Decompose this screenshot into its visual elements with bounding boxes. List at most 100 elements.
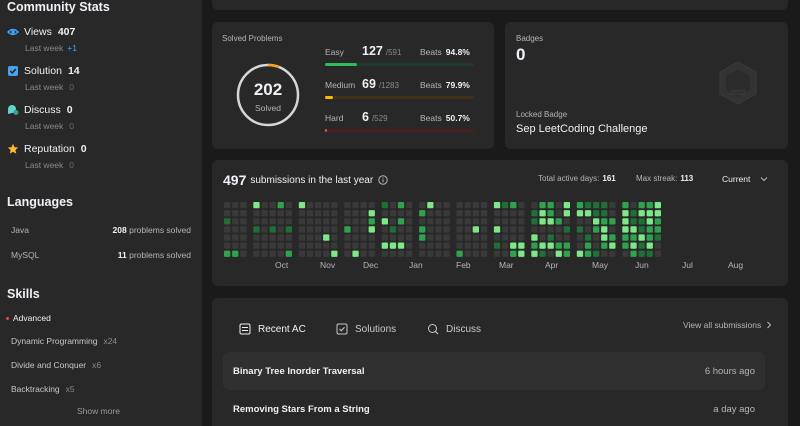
heatmap-cell[interactable] [427,202,434,209]
heatmap-cell[interactable] [464,234,471,241]
heatmap-cell[interactable] [240,226,247,233]
heatmap-cell[interactable] [232,210,239,217]
heatmap-cell[interactable] [531,250,538,257]
heatmap-cell[interactable] [389,234,397,241]
heatmap-cell[interactable] [419,218,426,225]
heatmap-cell[interactable] [539,250,546,257]
heatmap-cell[interactable] [593,210,600,217]
heatmap-cell[interactable] [584,210,592,217]
heatmap-cell[interactable] [389,242,397,249]
heatmap-cell[interactable] [547,210,554,217]
heatmap-cell[interactable] [646,242,653,249]
heatmap-cell[interactable] [502,226,509,233]
heatmap-cell[interactable] [368,234,375,241]
heatmap-cell[interactable] [277,202,284,209]
heatmap-cell[interactable] [277,218,284,225]
heatmap-cell[interactable] [601,226,608,233]
heatmap-cell[interactable] [352,210,359,217]
heatmap-cell[interactable] [323,234,330,241]
heatmap-cell[interactable] [323,218,330,225]
heatmap-cell[interactable] [427,210,434,217]
heatmap-cell[interactable] [277,242,284,249]
heatmap-cell[interactable] [638,210,645,217]
skill-item[interactable]: Divide and Conquer x6 [11,360,102,370]
heatmap-cell[interactable] [419,226,426,233]
heatmap-cell[interactable] [456,250,463,257]
heatmap-cell[interactable] [224,226,231,233]
heatmap-cell[interactable] [261,218,268,225]
heatmap-cell[interactable] [584,242,592,249]
heatmap-cell[interactable] [622,226,629,233]
heatmap-cell[interactable] [298,234,306,241]
submission-row[interactable]: Removing Stars From a String a day ago [223,390,765,426]
heatmap-cell[interactable] [269,226,276,233]
heatmap-cell[interactable] [285,226,292,233]
heatmap-cell[interactable] [531,202,538,209]
heatmap-cell[interactable] [397,250,405,257]
heatmap-cell[interactable] [285,242,292,249]
locked-badge-name[interactable]: Sep LeetCoding Challenge [516,123,648,135]
heatmap-cell[interactable] [584,218,592,225]
heatmap-cell[interactable] [539,202,546,209]
period-select[interactable]: Current [722,174,768,184]
heatmap-cell[interactable] [601,218,608,225]
heatmap-cell[interactable] [443,242,450,249]
heatmap-cell[interactable] [389,226,397,233]
heatmap-cell[interactable] [518,250,525,257]
heatmap-cell[interactable] [344,250,351,257]
heatmap-cell[interactable] [630,250,637,257]
heatmap-cell[interactable] [638,218,645,225]
heatmap-cell[interactable] [646,218,653,225]
heatmap-cell[interactable] [593,202,600,209]
heatmap-cell[interactable] [654,210,661,217]
skill-item[interactable]: Dynamic Programming x24 [11,336,118,346]
heatmap-cell[interactable] [531,234,538,241]
heatmap-cell[interactable] [456,226,463,233]
heatmap-cell[interactable] [609,218,616,225]
heatmap-cell[interactable] [609,234,616,241]
heatmap-cell[interactable] [502,210,509,217]
heatmap-cell[interactable] [389,250,397,257]
heatmap-cell[interactable] [352,250,359,257]
heatmap-cell[interactable] [352,218,359,225]
heatmap-cell[interactable] [306,250,314,257]
heatmap-cell[interactable] [269,202,276,209]
heatmap-cell[interactable] [306,226,314,233]
heatmap-cell[interactable] [323,202,330,209]
heatmap-cell[interactable] [464,202,471,209]
heatmap-cell[interactable] [480,210,488,217]
heatmap-cell[interactable] [547,250,554,257]
heatmap-cell[interactable] [576,210,584,217]
heatmap-cell[interactable] [224,218,231,225]
heatmap-cell[interactable] [609,210,616,217]
heatmap-cell[interactable] [323,250,330,257]
heatmap-cell[interactable] [464,218,471,225]
heatmap-cell[interactable] [298,250,306,257]
heatmap-cell[interactable] [397,234,405,241]
heatmap-cell[interactable] [480,202,488,209]
heatmap-cell[interactable] [518,226,525,233]
heatmap-cell[interactable] [381,202,388,209]
heatmap-cell[interactable] [419,242,426,249]
heatmap-cell[interactable] [232,242,239,249]
heatmap-cell[interactable] [622,210,629,217]
heatmap-cell[interactable] [510,242,517,249]
heatmap-cell[interactable] [360,218,367,225]
heatmap-cell[interactable] [360,242,367,249]
skill-item[interactable]: Backtracking x5 [11,384,75,394]
heatmap-cell[interactable] [331,218,338,225]
heatmap-cell[interactable] [224,202,231,209]
heatmap-cell[interactable] [464,242,471,249]
heatmap-cell[interactable] [539,234,546,241]
heatmap-cell[interactable] [555,242,562,249]
heatmap-cell[interactable] [224,210,231,217]
heatmap-cell[interactable] [331,226,338,233]
heatmap-cell[interactable] [277,210,284,217]
heatmap-cell[interactable] [593,226,600,233]
heatmap-cell[interactable] [493,202,501,209]
heatmap-cell[interactable] [518,210,525,217]
heatmap-cell[interactable] [435,234,442,241]
heatmap-cell[interactable] [654,226,661,233]
heatmap-cell[interactable] [510,234,517,241]
heatmap-cell[interactable] [253,210,260,217]
